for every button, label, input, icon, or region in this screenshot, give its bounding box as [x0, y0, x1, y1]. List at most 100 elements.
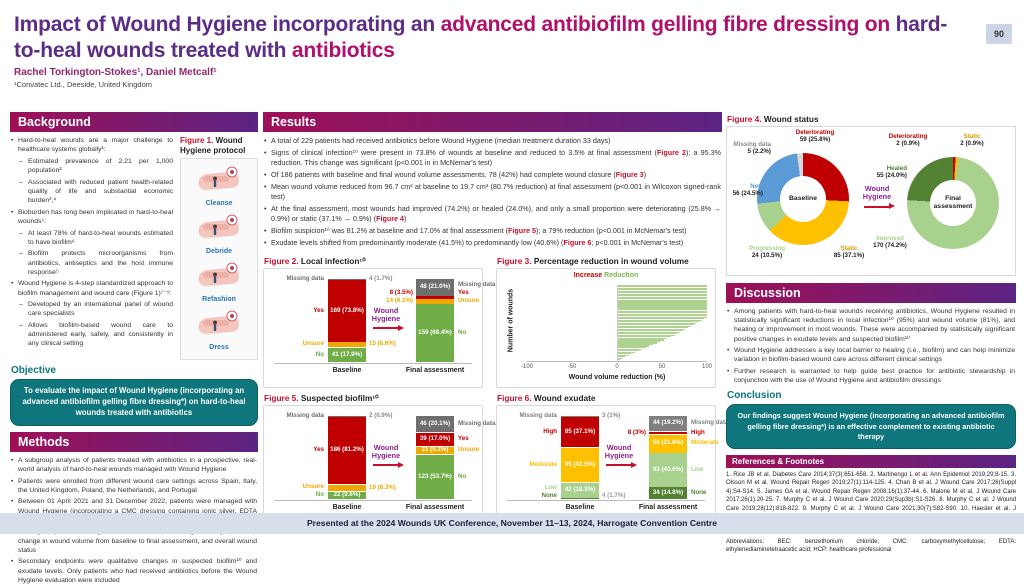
wound-bar [617, 302, 707, 305]
bullet-item: Developed by an international panel of w… [11, 300, 173, 318]
protocol-step-cleanse: Cleanse [183, 164, 255, 207]
wound-bar [617, 359, 620, 361]
bar-segment-missing-data [328, 415, 366, 417]
donut-label-new: New 56 (24.5%) [732, 183, 763, 198]
bullet-item: Biofilm protects microorganisms from ant… [11, 249, 173, 277]
wound-bar [617, 357, 623, 359]
bar-segment-low [561, 482, 599, 498]
donut-label-static-final: Static 2 (0.9%) [960, 133, 984, 148]
figure4-chart: Baseline Final assessment Deteriorating … [726, 126, 1016, 276]
bullet-item: At the final assessment, most wounds had… [264, 204, 721, 223]
chart-label: 15 (6.6%) [369, 340, 396, 348]
bullet-item: Biofilm suspicion¹⁰ was 81.2% at baselin… [264, 226, 721, 236]
conclusion-box: Our findings suggest Wound Hygiene (inco… [726, 404, 1016, 449]
chart-label: No [315, 350, 324, 358]
objective-box: To evaluate the impact of Wound Hygiene … [10, 379, 258, 426]
references-heading: References & Footnotes [726, 454, 1016, 468]
bullet-item: Hard-to-heal wounds are a major challeng… [11, 136, 173, 154]
wound-bar [617, 343, 653, 346]
chart-label: 4 (1.7%) [369, 274, 393, 282]
figure-reference: Figure 4 [376, 214, 405, 224]
chart-label: High [691, 428, 705, 436]
figure6-chart: Baseline Final assessment Wound Hygiene 4 (… [496, 404, 728, 525]
left-column: Background Hard-to-heal wounds are a maj… [10, 112, 258, 587]
bar-segment-missing-data [561, 415, 599, 417]
bar-segment-no [416, 454, 454, 500]
chart-label: 2 (0.9%) [369, 411, 393, 419]
chart-label: Missing data [691, 419, 729, 427]
chart-label: 169 (73.8%) [330, 306, 364, 314]
chart-label: 123 (53.7%) [418, 472, 452, 480]
legend-reduction: Reduction [602, 271, 639, 279]
wound-bar [617, 351, 635, 353]
chart-label: 50 (21.8%) [652, 439, 684, 447]
wound-bar [617, 330, 683, 332]
chart-label: 34 (14.8%) [652, 488, 684, 496]
wound-hygiene-arrow: Wound Hygiene [851, 184, 903, 210]
wound-bar [617, 293, 707, 295]
figure2-chart: Baseline Final assessment Wound Hygiene 41 … [263, 267, 495, 388]
bar-segment-yes [416, 296, 454, 299]
chart-label: Yes [458, 435, 469, 443]
x-axis-label: Wound volume reduction (%) [568, 373, 666, 381]
x-axis [527, 360, 707, 362]
x-axis [274, 362, 472, 364]
bar-segment-no [328, 347, 366, 363]
bullet-item: Of 186 patients with baseline and final … [264, 170, 721, 180]
wound-bar [617, 301, 707, 303]
chart-label: 42 (18.3%) [564, 486, 596, 494]
chart-label: Missing data [519, 411, 557, 419]
figure1-caption: Figure 1. Wound Hygiene protocol [180, 136, 246, 155]
wound-bar [617, 348, 643, 350]
bullet-item: Signs of clinical infection¹⁰ were prese… [264, 148, 721, 167]
chart-label: 39 (17.0%) [419, 435, 451, 443]
figure-reference: Figure 2 [656, 148, 687, 158]
chart-label: 85 (37.1%) [564, 427, 596, 435]
wound-bar [617, 327, 689, 329]
chart-label: 3 (1%) [602, 411, 621, 419]
results-bullets: A total of 229 patients had received ant… [263, 136, 722, 248]
wound-bar [617, 350, 639, 352]
x-axis [274, 499, 472, 501]
category-label: Baseline [332, 366, 362, 374]
chart-label: No [315, 491, 324, 499]
title-part-2: advanced antibiofilm gelling fibre dress… [440, 13, 896, 36]
chart-label: 8 (3.5%) [389, 289, 413, 297]
figure6-caption: Figure 6. Wound exudate [497, 392, 596, 403]
bullet-item: Among patients with hard-to-heal wounds … [727, 307, 1015, 344]
wound-bar [617, 322, 697, 324]
bar-segment-unsure [328, 342, 366, 348]
wound-bar [617, 324, 694, 326]
bar-segment-moderate [561, 448, 599, 483]
protocol-step-illustration [198, 310, 239, 334]
chart-label: Unsure [458, 297, 480, 305]
wound-bar [617, 318, 705, 320]
bullet-item: Secondary endpoints were qualitative cha… [11, 557, 257, 585]
protocol-step-label: Debride [205, 248, 233, 255]
wound-hygiene-arrow: Wound Hygiene [360, 443, 412, 468]
bullet-item: Allows biofilm-based wound care to admin… [11, 321, 173, 349]
figure-reference: Figure 3 [615, 170, 644, 180]
wound-bar [617, 345, 650, 347]
wound-bar [617, 340, 661, 343]
protocol-step-illustration [198, 262, 239, 286]
bar-segment-missing-data [416, 278, 454, 296]
figure5-chart: Baseline Final assessment Wound Hygiene 22 … [263, 404, 495, 525]
chart-label: 14 (6.1%) [386, 297, 413, 305]
wound-bar [617, 310, 707, 312]
chart-label: No [458, 329, 467, 337]
footer-banner: Presented at the 2024 Wounds UK Conferen… [0, 513, 1024, 534]
chart-label: Missing data [458, 419, 496, 427]
bar-segment-missing-data [649, 415, 687, 432]
chart-label: Yes [313, 446, 324, 454]
authors: Rachel Torkington-Stokes¹, Daniel Metcal… [14, 67, 217, 79]
middle-column: Results A total of 229 patients had rece… [263, 112, 728, 525]
bullet-item: Wound Hygiene addresses a key local barr… [727, 346, 1015, 364]
bullet-item: Exudate levels shifted from predominantl… [264, 238, 721, 248]
protocol-step-illustration [198, 166, 239, 190]
wound-bar [617, 316, 707, 318]
protocol-step-illustration [198, 214, 239, 238]
wound-bar [617, 331, 680, 333]
chart-label: 95 (41.5%) [564, 460, 596, 468]
bullet-item: A subgroup analysis of patients treated … [11, 456, 257, 474]
